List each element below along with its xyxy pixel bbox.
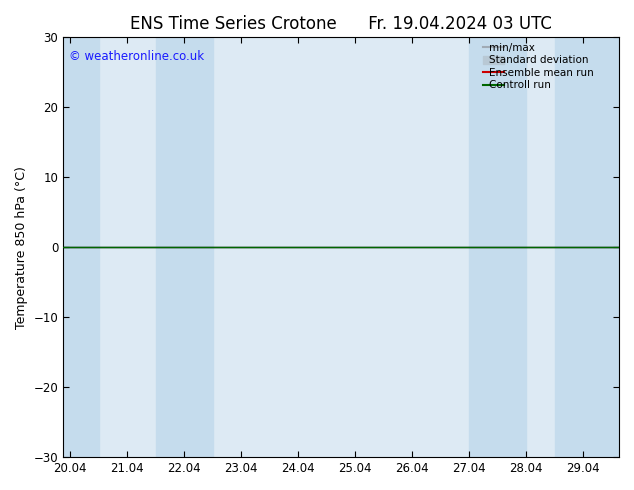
Bar (156, 37, 213, 457)
Bar (555, 37, 619, 457)
Title: ENS Time Series Crotone      Fr. 19.04.2024 03 UTC: ENS Time Series Crotone Fr. 19.04.2024 0… (130, 15, 552, 33)
Bar (63, 37, 99, 457)
Legend: min/max, Standard deviation, Ensemble mean run, Controll run: min/max, Standard deviation, Ensemble me… (480, 39, 617, 94)
Text: © weatheronline.co.uk: © weatheronline.co.uk (68, 50, 204, 63)
Bar (469, 37, 526, 457)
Y-axis label: Temperature 850 hPa (°C): Temperature 850 hPa (°C) (15, 166, 28, 329)
